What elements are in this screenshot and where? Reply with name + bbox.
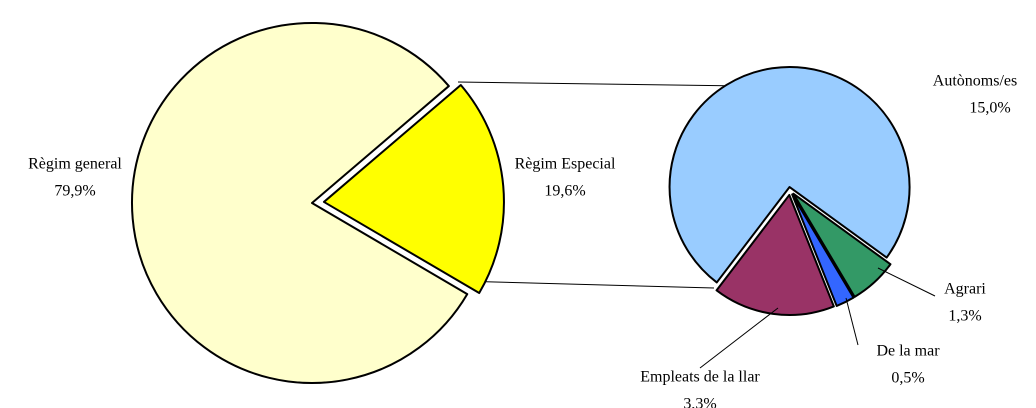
leader-line [699,307,779,369]
slice-label: Règim general [28,156,122,173]
pie-slice [792,192,892,298]
pie-slice [791,193,855,307]
slice-label: Autònoms/es [933,73,1017,90]
slice-value-label: 0,5% [891,370,924,387]
slice-label: Règim Especial [515,156,616,173]
pie-slice [715,193,835,316]
slice-label: De la mar [876,343,940,360]
slice-value-label: 19,6% [544,183,585,200]
slice-value-label: 79,9% [54,183,95,200]
slice-value-label: 15,0% [969,100,1010,117]
slice-label: Empleats de la llar [640,369,760,386]
slice-value-label: 3,3% [683,396,716,408]
pie-slice [322,84,505,295]
slice-value-label: 1,3% [948,308,981,325]
pie-slice [131,22,469,384]
slice-label: Agrari [944,281,986,298]
leader-line [845,297,859,346]
pie-slice [668,66,911,284]
connector-line [457,280,715,289]
connector-line [457,81,746,87]
leader-line [877,267,936,297]
